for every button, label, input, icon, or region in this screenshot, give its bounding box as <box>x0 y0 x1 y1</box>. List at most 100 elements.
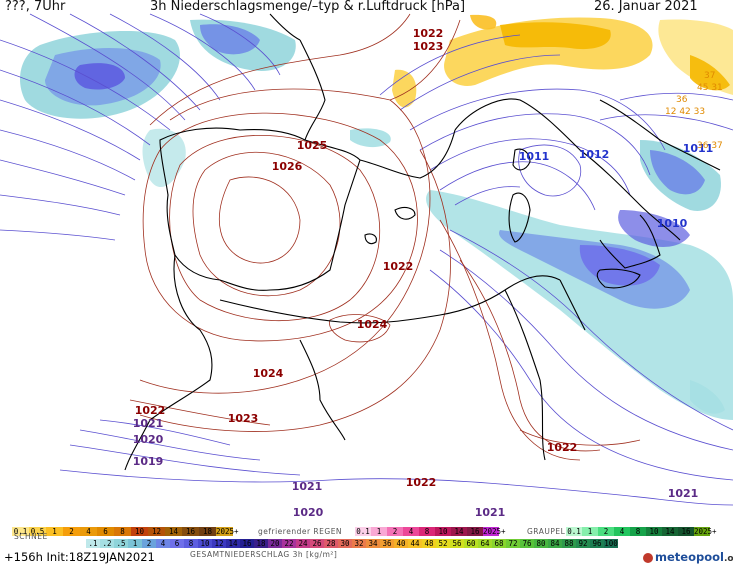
legend-swatch: 28 <box>324 539 338 548</box>
legend-swatch: 14 <box>662 527 678 536</box>
legend-swatch: 2 <box>598 527 614 536</box>
legend-swatch: 44 <box>408 539 422 548</box>
legend-swatch: 4 <box>403 527 419 536</box>
legend-swatch: 8 <box>630 527 646 536</box>
legend-swatch: 2025+ <box>483 527 506 536</box>
legend-swatch: 68 <box>492 539 506 548</box>
coastlines <box>124 13 721 471</box>
legend-graupel-title: GRAUPEL <box>527 527 566 536</box>
legend-swatch: 1 <box>128 539 142 548</box>
legend-swatch: 6 <box>97 527 114 536</box>
legend-swatch: 12 <box>212 539 226 548</box>
legend-freezing-title: gefrierender REGEN <box>258 527 343 536</box>
isobar-label: 1022 <box>406 476 437 489</box>
legend-graupel: 0.1 1 2 4 8 10 14 16 2025+ <box>566 527 717 546</box>
legend-rain-title: GESAMTNIEDERSCHLAG 3h [kg/m²] <box>190 550 338 559</box>
legend-swatch: 56 <box>450 539 464 548</box>
legend-swatch: 4 <box>80 527 97 536</box>
value-labels: 36 12 42 33 36 37 45 31 37 <box>665 71 723 151</box>
isobar-label: 1011 <box>683 142 714 155</box>
legend-swatch: 64 <box>478 539 492 548</box>
legend-swatch: 4 <box>156 539 170 548</box>
legend-snow: 0.1 0.5 1 2 4 6 8 10 12 14 16 18 2025+ <box>12 527 239 546</box>
legend-snow-title: SCHNEE <box>14 532 48 541</box>
isobars-high <box>129 13 641 461</box>
brand-name: meteopool <box>655 550 724 564</box>
legend-swatch: 26 <box>310 539 324 548</box>
legend-swatch: 0.1 <box>566 527 582 536</box>
legend-swatch: 84 <box>548 539 562 548</box>
legend-swatch: 10 <box>198 539 212 548</box>
legend-swatch: 10 <box>435 527 451 536</box>
legend-swatch: 72 <box>506 539 520 548</box>
legend-swatch: 4 <box>614 527 630 536</box>
legend-swatch: .5 <box>114 539 128 548</box>
legend-swatch: 16 <box>678 527 694 536</box>
legend-swatch: 16 <box>240 539 254 548</box>
isobar-label: 1022 <box>547 441 578 454</box>
isobar-label: 1021 <box>668 487 699 500</box>
forecast-day-label: ???, 7Uhr <box>5 0 66 14</box>
legend-swatch: 88 <box>562 539 576 548</box>
isobar-label: 1021 <box>475 506 506 519</box>
forecast-run-info: +156h Init:18Z19JAN2021 <box>4 550 155 564</box>
legend-swatch: .2 <box>100 539 114 548</box>
legend-swatch: 1 <box>371 527 387 536</box>
legend-swatch: 60 <box>464 539 478 548</box>
legend-swatch: 34 <box>366 539 380 548</box>
legend-swatch: 96 <box>590 539 604 548</box>
precip-value-label: 45 31 <box>697 83 723 93</box>
isobar-label: 1011 <box>519 150 550 163</box>
isobar-label: 1022 <box>135 404 166 417</box>
legend-swatch: 1 <box>582 527 598 536</box>
brand-tld: .org <box>723 554 733 564</box>
legend-swatch: 16 <box>182 527 199 536</box>
legend-swatch: 8 <box>184 539 198 548</box>
precip-value-label: 36 <box>676 95 688 105</box>
legend-swatch: 0.1 <box>355 527 371 536</box>
legend-swatch: .1 <box>86 539 100 548</box>
isobar-label: 1020 <box>293 506 324 519</box>
precip-value-label: 37 <box>704 71 715 81</box>
legend-swatch: 14 <box>451 527 467 536</box>
map-title: 3h Niederschlagsmenge/–typ & r.Luftdruck… <box>150 0 466 14</box>
legend-swatch: 52 <box>436 539 450 548</box>
legend-total-precip: .1.2.5 1 2 4 6 8 10 12 14 16 18 20 22 24 26 28 30 32 34 36 4… <box>86 539 618 558</box>
legend-swatch: 18 <box>199 527 216 536</box>
isobar-label: 1026 <box>272 160 303 173</box>
legend-swatch: 6 <box>170 539 184 548</box>
legend-swatch: 10 <box>646 527 662 536</box>
legend-swatch: 8 <box>114 527 131 536</box>
legend-swatch: 2025+ <box>694 527 717 536</box>
isobar-labels: 1022102310251026102210241024102310221022… <box>133 27 714 519</box>
legend-swatch: 20 <box>268 539 282 548</box>
isobar-label: 1021 <box>133 417 164 430</box>
isobar-label: 1024 <box>253 367 284 380</box>
legend-freezing-rain: 0.1 1 2 4 8 10 14 16 2025+ <box>355 527 506 546</box>
brand-logo[interactable]: meteopool.org <box>643 549 733 566</box>
isobar-label: 1022 <box>413 27 444 40</box>
legend-swatch: 0.5 <box>29 527 46 536</box>
legend-swatch: 80 <box>534 539 548 548</box>
legend-swatch: 100 <box>604 539 618 548</box>
legend-swatch: 10 <box>131 527 148 536</box>
legend-swatch: 30 <box>338 539 352 548</box>
legend-swatch: 2 <box>142 539 156 548</box>
legend-swatch: 2025+ <box>216 527 239 536</box>
legend-swatch: 0.1 <box>12 527 29 536</box>
legend-swatch: 18 <box>254 539 268 548</box>
isobar-label: 1020 <box>133 433 164 446</box>
legend-swatch: 2 <box>387 527 403 536</box>
isobar-label: 1023 <box>228 412 259 425</box>
isobar-label: 1025 <box>297 139 328 152</box>
legend-swatch: 76 <box>520 539 534 548</box>
legend-swatch: 92 <box>576 539 590 548</box>
isobar-label: 1021 <box>292 480 323 493</box>
isobar-label: 1012 <box>579 148 610 161</box>
legend-swatch: 48 <box>422 539 436 548</box>
legend-swatch: 1 <box>46 527 63 536</box>
legend-swatch: 24 <box>296 539 310 548</box>
precip-value-label: 12 42 33 <box>665 107 705 117</box>
legend-swatch: 8 <box>419 527 435 536</box>
